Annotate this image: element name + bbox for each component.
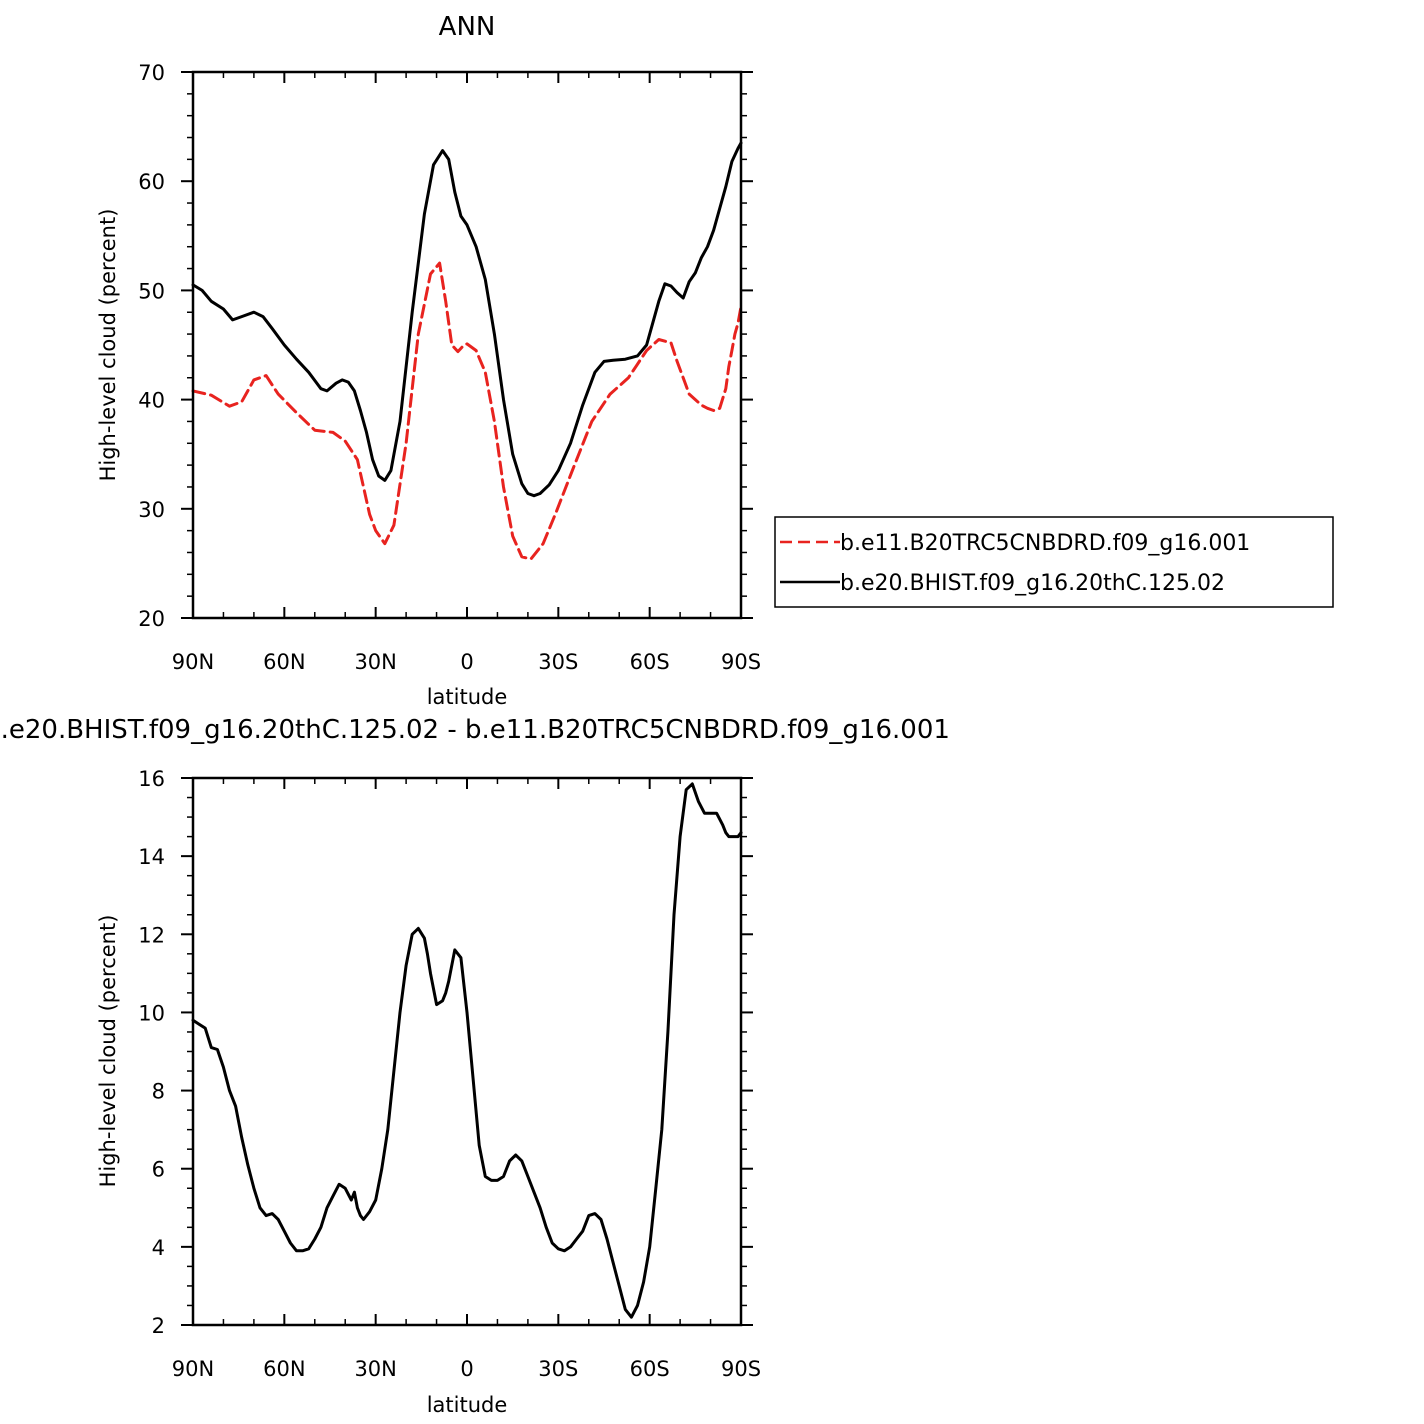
y-tick-label: 30 (138, 498, 165, 522)
y-tick-label: 14 (138, 845, 165, 869)
top-chart-title: ANN (439, 12, 496, 42)
bottom-y-axis-title: High-level cloud (percent) (96, 915, 120, 1188)
bottom-series-line-0 (191, 782, 743, 1319)
x-tick-label: 30N (354, 650, 396, 674)
top-series-line-1 (191, 141, 743, 498)
x-tick-label: 90N (172, 1357, 214, 1381)
bottom-series-layer (191, 782, 743, 1319)
top-ticks: 90N 60N 30N 0 30S 60S 90S 20 30 40 50 60 70 (138, 61, 761, 674)
bottom-x-axis-title: latitude (427, 1393, 508, 1417)
x-tick-label: 30S (538, 650, 578, 674)
bottom-plot-frame (191, 776, 743, 1327)
y-tick-label: 6 (152, 1158, 165, 1182)
x-tick-label: 90S (721, 650, 761, 674)
y-tick-label: 8 (152, 1080, 165, 1104)
top-y-axis-title: High-level cloud (percent) (96, 209, 120, 482)
top-panel: ANN High-level cloud (percent) latitude … (96, 12, 1334, 709)
y-tick-label: 20 (138, 607, 165, 631)
x-tick-label: 30N (354, 1357, 396, 1381)
x-tick-label: 60S (630, 650, 670, 674)
bottom-chart-title: b.e20.BHIST.f09_g16.20thC.125.02 - b.e11… (0, 715, 950, 745)
y-tick-label: 40 (138, 389, 165, 413)
y-tick-label: 60 (138, 170, 165, 194)
y-tick-label: 16 (138, 767, 165, 791)
x-tick-label: 90N (172, 650, 214, 674)
y-tick-label: 2 (152, 1314, 165, 1338)
top-series-line-0 (191, 261, 743, 561)
bottom-panel: b.e20.BHIST.f09_g16.20thC.125.02 - b.e11… (0, 715, 950, 1417)
y-tick-label: 70 (138, 61, 165, 85)
y-tick-label: 4 (152, 1236, 165, 1260)
x-tick-label: 30S (538, 1357, 578, 1381)
x-tick-label: 90S (721, 1357, 761, 1381)
legend: b.e11.B20TRC5CNBDRD.f09_g16.001 b.e20.BH… (774, 516, 1334, 608)
y-tick-label: 12 (138, 923, 165, 947)
x-tick-label: 0 (460, 1357, 473, 1381)
y-tick-label: 50 (138, 279, 165, 303)
y-tick-label: 10 (138, 1001, 165, 1025)
legend-label: b.e20.BHIST.f09_g16.20thC.125.02 (840, 571, 1225, 596)
legend-label: b.e11.B20TRC5CNBDRD.f09_g16.001 (840, 531, 1250, 556)
x-tick-label: 60N (263, 1357, 305, 1381)
top-series-layer (191, 141, 743, 561)
top-x-axis-title: latitude (427, 685, 508, 709)
x-tick-label: 60S (630, 1357, 670, 1381)
x-tick-label: 0 (460, 650, 473, 674)
x-tick-label: 60N (263, 650, 305, 674)
top-plot-frame (191, 70, 743, 620)
legend-box (774, 516, 1334, 608)
bottom-ticks: 90N 60N 30N 0 30S 60S 90S 2 4 6 8 10 12 14 16 (138, 767, 761, 1381)
